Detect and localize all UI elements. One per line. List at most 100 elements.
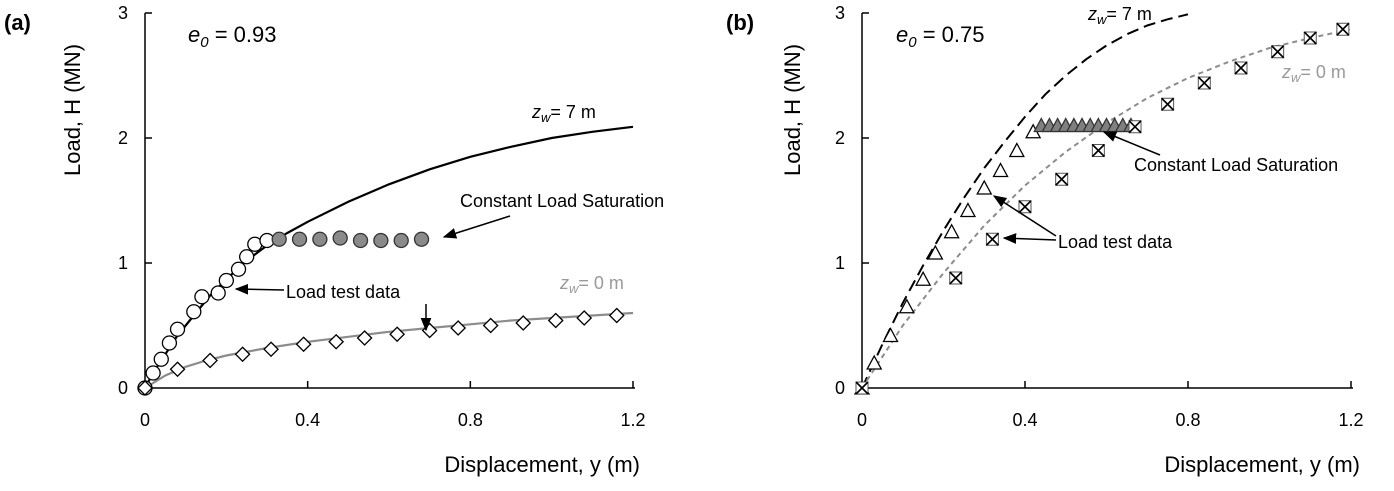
data-point-circle xyxy=(194,289,210,305)
series-line xyxy=(861,28,1352,389)
panel-b-zw7-label: zw= 7 m xyxy=(1087,4,1152,27)
x-tick-label: 0.4 xyxy=(295,410,320,430)
data-point-circle xyxy=(145,365,161,381)
data-point-diamond xyxy=(482,317,499,334)
data-point-diamond xyxy=(421,322,438,339)
panel-b-y-axis-title: Load, H (MN) xyxy=(780,44,805,176)
panel-b-ltd-arrow-1 xyxy=(992,195,1057,237)
panel-a-zw0-label: zw= 0 m xyxy=(559,273,624,296)
y-tick-label: 0 xyxy=(835,378,845,398)
data-point-cross xyxy=(1336,22,1350,36)
data-point-diamond xyxy=(234,346,251,363)
data-point-diamond xyxy=(576,310,593,326)
x-tick-label: 1.2 xyxy=(620,410,645,430)
data-point-cross xyxy=(1128,120,1142,134)
panel-b-zw0-label: zw= 0 m xyxy=(1281,62,1346,85)
data-point-circle xyxy=(332,230,348,246)
y-tick-label: 3 xyxy=(835,3,845,23)
series-line xyxy=(144,311,634,389)
series-line xyxy=(861,13,1189,389)
data-point-circle xyxy=(153,351,169,367)
data-point-triangle xyxy=(976,179,993,195)
panel-b-ltd-label: Load test data xyxy=(1058,232,1173,252)
y-tick-label: 0 xyxy=(118,378,128,398)
panel-a-cls-arrow xyxy=(442,215,511,239)
panel-a-zw7-label: zw= 7 m xyxy=(531,102,596,125)
panel-a-series xyxy=(137,125,634,396)
data-point-cross xyxy=(1303,31,1317,45)
data-point-triangle xyxy=(943,223,960,239)
data-point-diamond xyxy=(295,336,312,353)
data-point-diamond xyxy=(515,315,532,331)
data-point-cross xyxy=(1271,45,1285,59)
data-point-diamond xyxy=(263,341,279,358)
data-point-triangle xyxy=(866,354,883,370)
panel-a-void-ratio: e0 = 0.93 xyxy=(188,22,277,51)
data-point-circle xyxy=(161,335,178,351)
panel-a-ltd-label: Load test data xyxy=(286,282,401,302)
panel-a-axes xyxy=(144,13,635,389)
data-point-circle xyxy=(169,321,186,337)
y-tick-label: 2 xyxy=(835,128,845,148)
data-point-diamond xyxy=(450,320,467,336)
x-tick-label: 1.2 xyxy=(1338,410,1363,430)
data-point-circle xyxy=(291,231,308,247)
data-point-circle xyxy=(230,261,247,277)
panel-b-cls-arrow xyxy=(1102,131,1161,156)
panel-b-series xyxy=(853,13,1352,395)
panel-b-void-ratio: e0 = 0.75 xyxy=(896,22,985,51)
panel-a-x-axis-title: Displacement, y (m) xyxy=(444,452,640,477)
data-point-diamond xyxy=(356,330,373,346)
x-tick-label: 0.4 xyxy=(1012,410,1037,430)
x-tick-label: 0.8 xyxy=(458,410,483,430)
data-point-circle xyxy=(271,231,287,247)
panel-a-y-ticks: 0 1 2 3 xyxy=(118,3,152,398)
panel-b-y-ticks: 0 1 2 3 xyxy=(835,3,869,398)
x-tick-label: 0.8 xyxy=(1175,410,1200,430)
data-point-circle xyxy=(239,249,255,265)
y-tick-label: 1 xyxy=(118,253,128,273)
panel-b-x-ticks: 0 0.4 0.8 1.2 xyxy=(857,381,1364,430)
data-point-triangle xyxy=(882,327,899,343)
y-tick-label: 1 xyxy=(835,253,845,273)
x-tick-label: 0 xyxy=(857,410,867,430)
data-point-triangle xyxy=(927,244,944,260)
data-point-cross xyxy=(985,232,999,246)
data-point-diamond xyxy=(608,307,625,324)
data-point-triangle xyxy=(1008,142,1025,158)
data-point-cross xyxy=(1197,76,1211,90)
panel-b-ltd-arrow-2 xyxy=(1002,233,1057,244)
panel-a-x-ticks: 0 0.4 0.8 1.2 xyxy=(140,381,646,430)
data-point-diamond xyxy=(389,326,406,343)
y-tick-label: 3 xyxy=(118,3,128,23)
data-point-cross xyxy=(1234,61,1248,75)
data-point-cross xyxy=(1161,97,1175,111)
data-point-circle xyxy=(352,232,369,249)
panel-a-cls-label: Constant Load Saturation xyxy=(460,191,664,211)
panel-b-label: (b) xyxy=(726,10,754,35)
data-point-circle xyxy=(373,232,389,249)
data-point-diamond xyxy=(169,361,186,378)
x-tick-label: 0 xyxy=(140,410,150,430)
data-point-diamond xyxy=(547,312,564,329)
data-point-diamond xyxy=(202,352,218,369)
data-point-circle xyxy=(186,304,202,320)
data-point-circle xyxy=(218,272,234,289)
data-point-circle xyxy=(413,231,430,247)
data-point-circle xyxy=(312,231,328,247)
y-tick-label: 2 xyxy=(118,128,128,148)
panel-a-ltd-arrow-1 xyxy=(234,283,285,295)
data-point-cross xyxy=(949,271,963,285)
data-point-triangle xyxy=(915,270,932,286)
data-point-circle xyxy=(210,285,226,301)
panel-a-label: (a) xyxy=(4,10,31,35)
data-point-triangle xyxy=(992,162,1009,178)
data-point-cross xyxy=(1055,172,1069,186)
data-point-diamond xyxy=(137,380,153,396)
series-line xyxy=(144,125,634,389)
data-point-circle xyxy=(393,232,409,249)
